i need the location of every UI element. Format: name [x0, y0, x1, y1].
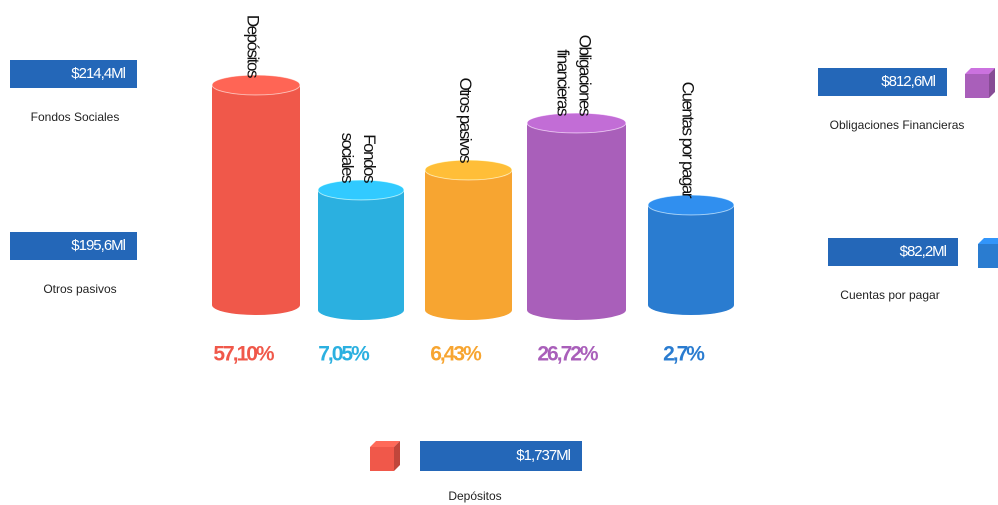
bar-label-line: Obligaciones — [575, 35, 594, 116]
cube-side — [989, 68, 995, 98]
cube-top — [370, 441, 400, 447]
amount: $195,6Ml — [71, 237, 125, 254]
cylinder-top — [526, 112, 627, 134]
bar-label-line: financieras — [553, 49, 572, 116]
percent-label: 26,72% — [537, 343, 599, 366]
cube-front — [370, 447, 394, 471]
callout-label: Cuentas por pagar — [840, 288, 939, 302]
amount-box — [828, 238, 958, 266]
cylinder — [647, 194, 735, 315]
cylinder-body — [527, 123, 626, 310]
cube-side — [394, 441, 400, 471]
cylinder-top — [211, 74, 301, 96]
cylinder-top — [647, 194, 735, 216]
amount: $1,737Ml — [516, 447, 570, 464]
amount: $812,6Ml — [881, 73, 935, 90]
cylinder-body — [318, 190, 404, 310]
percent-label: 7,05% — [318, 343, 370, 366]
amount-box — [10, 232, 137, 260]
amount: $82,2Ml — [900, 243, 947, 260]
callout-label: Fondos Sociales — [31, 110, 120, 124]
cylinder-top — [317, 179, 405, 201]
bar-label: Fondossociales — [338, 133, 379, 183]
percent-label: 57,10% — [213, 343, 275, 366]
bar-label: Obligacionesfinancieras — [553, 35, 594, 116]
cylinder-body — [212, 85, 300, 305]
cylinder — [424, 159, 513, 320]
amount-box — [420, 441, 582, 471]
amount: $214,4Ml — [71, 65, 125, 82]
cylinder-body — [648, 205, 734, 305]
cylinder-top — [424, 159, 513, 181]
bar-label: Otros pasivos — [456, 78, 475, 163]
percent-label: 2,7% — [663, 343, 705, 366]
cube-front — [978, 244, 998, 268]
callout-label: Obligaciones Financieras — [830, 118, 965, 132]
cylinder — [211, 74, 301, 315]
cube-top — [965, 68, 995, 74]
cylinder-body — [425, 170, 512, 310]
bar-label-line: sociales — [338, 133, 357, 183]
amount-box — [818, 68, 947, 96]
amount-box — [10, 60, 137, 88]
callout-label: Otros pasivos — [43, 282, 116, 296]
callout-label: Depósitos — [448, 489, 501, 503]
cube-top — [978, 238, 998, 244]
cylinder — [526, 112, 627, 320]
bar-label-line: Fondos — [360, 134, 379, 183]
cylinder — [317, 179, 405, 320]
cube-front — [965, 74, 989, 98]
bar-label: Depósitos — [244, 15, 263, 78]
bar-label: Cuentas por pagar — [679, 82, 698, 199]
percent-label: 6,43% — [430, 343, 482, 366]
